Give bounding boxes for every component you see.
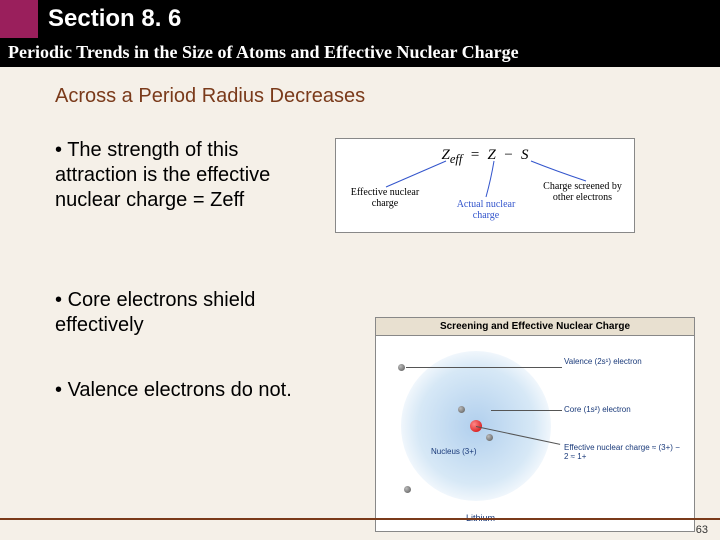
zeff-label-actual: Actual nuclear charge xyxy=(446,199,526,221)
section-title: Section 8. 6 xyxy=(38,0,720,38)
valence-electron-icon xyxy=(398,364,405,371)
atom-illustration: Valence (2s¹) electron Core (1s²) electr… xyxy=(376,336,694,526)
screening-title: Screening and Effective Nuclear Charge xyxy=(376,318,694,336)
subheading: Across a Period Radius Decreases xyxy=(55,85,680,108)
core-electron-icon xyxy=(458,406,465,413)
core-label: Core (1s²) electron xyxy=(564,406,654,415)
zeff-label-effective: Effective nuclear charge xyxy=(340,187,430,209)
slide-content: Across a Period Radius Decreases The str… xyxy=(0,67,720,403)
accent-block xyxy=(0,0,38,38)
core-electron-icon xyxy=(486,434,493,441)
bullet-1: The strength of this attraction is the e… xyxy=(55,138,335,213)
bullet-2: Core electrons shield effectively xyxy=(55,288,335,338)
header-bar: Section 8. 6 xyxy=(0,0,720,38)
lead-line xyxy=(491,410,562,411)
valence-electron-icon xyxy=(404,486,411,493)
bullet-3: Valence electrons do not. xyxy=(55,378,335,403)
nucleus-label: Nucleus (3+) xyxy=(431,448,477,457)
zeff-calc-label: Effective nuclear charge ≈ (3+) − 2 ≈ 1+ xyxy=(564,444,684,462)
valence-label: Valence (2s¹) electron xyxy=(564,358,654,367)
zeff-label-screened: Charge screened by other electrons xyxy=(535,181,630,203)
zeff-formula-diagram: Zeff = Z − S Effective nuclear charge Ac… xyxy=(335,138,635,233)
lead-line xyxy=(406,367,562,368)
page-number: 63 xyxy=(696,524,708,536)
subtitle-bar: Periodic Trends in the Size of Atoms and… xyxy=(0,38,720,67)
footer-divider xyxy=(0,518,720,520)
screening-diagram: Screening and Effective Nuclear Charge V… xyxy=(375,317,695,532)
bullet-row-1: The strength of this attraction is the e… xyxy=(55,138,680,233)
